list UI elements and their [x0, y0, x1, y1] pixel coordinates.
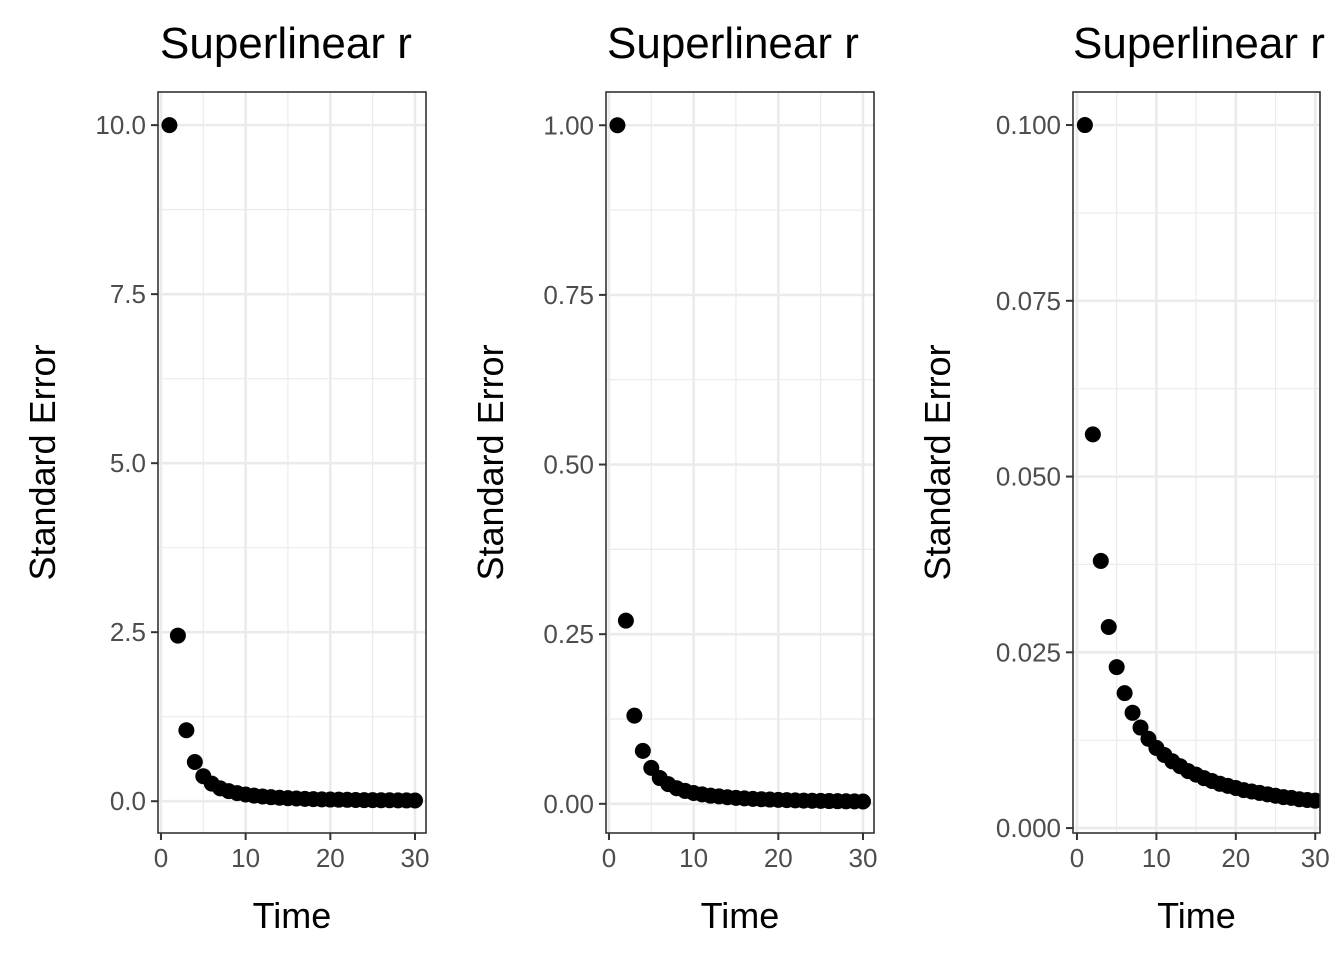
plot-background: [606, 92, 874, 833]
data-point: [1100, 619, 1117, 636]
y-axis-label: Standard Error: [470, 344, 511, 580]
x-tick-label: 20: [316, 843, 345, 873]
data-point: [169, 627, 186, 644]
data-point: [1084, 426, 1101, 443]
x-tick-label: 30: [1301, 843, 1330, 873]
gridlines: [606, 92, 874, 833]
y-tick-label: 0.50: [543, 450, 594, 480]
points: [161, 117, 423, 809]
y-tick-label: 0.25: [543, 619, 594, 649]
panel-title: Superlinear r: [1073, 19, 1325, 68]
data-point: [161, 117, 178, 134]
x-tick-label: 0: [1070, 843, 1084, 873]
y-tick-label: 0.075: [996, 286, 1061, 316]
y-tick-label: 0.0: [110, 786, 146, 816]
points: [609, 117, 871, 810]
data-point: [178, 722, 195, 739]
x-tick-label: 30: [401, 843, 430, 873]
x-tick-label: 20: [764, 843, 793, 873]
data-point: [1092, 552, 1109, 569]
panel-border: [605, 91, 875, 834]
points: [1076, 117, 1320, 809]
x-tick-label: 10: [679, 843, 708, 873]
gridlines: [158, 92, 426, 833]
data-point: [1076, 117, 1093, 134]
y-tick-label: 1.00: [543, 110, 594, 140]
y-tick-label: 10.0: [95, 110, 146, 140]
x-axis-label: Time: [253, 895, 332, 936]
y-tick-label: 0.025: [996, 637, 1061, 667]
y-tick-label: 0.000: [996, 813, 1061, 843]
x-tick-label: 10: [231, 843, 260, 873]
panel-2: 0 10 20 30 0.00 0.25 0.50 0.75 1.00 Superlinear r…: [470, 19, 878, 936]
data-point: [186, 754, 203, 771]
data-point: [1116, 685, 1133, 702]
data-point: [1307, 792, 1320, 809]
y-axis-label: Standard Error: [917, 344, 958, 580]
x-axis-label: Time: [1157, 895, 1236, 936]
y-tick-label: 0.050: [996, 462, 1061, 492]
data-point: [617, 612, 634, 629]
y-tick-label: 0.75: [543, 280, 594, 310]
y-tick-label: 2.5: [110, 617, 146, 647]
data-point: [609, 117, 626, 134]
x-tick-label: 0: [154, 843, 168, 873]
panel-1: 0 10 20 30 0.0 2.5 5.0 7.5 10.0 Superlinear r Time…: [22, 19, 430, 936]
data-point: [1108, 659, 1125, 676]
data-point: [634, 742, 651, 759]
panel-title: Superlinear r: [160, 19, 412, 68]
y-tick-label: 0.00: [543, 789, 594, 819]
x-tick-label: 10: [1142, 843, 1171, 873]
gridlines: [1073, 92, 1320, 833]
x-tick-label: 0: [602, 843, 616, 873]
y-tick-label: 5.0: [110, 448, 146, 478]
y-tick-label: 7.5: [110, 279, 146, 309]
data-point: [854, 793, 871, 810]
x-tick-label: 30: [849, 843, 878, 873]
panel-border: [1072, 91, 1321, 834]
y-tick-label: 0.100: [996, 110, 1061, 140]
x-axis-label: Time: [701, 895, 780, 936]
panel-title: Superlinear r: [607, 19, 859, 68]
data-point: [1132, 719, 1149, 736]
x-tick-label: 20: [1221, 843, 1250, 873]
data-point: [1124, 704, 1141, 721]
panel-3: 0 10 20 30 0.000 0.025 0.050 0.075 0.100 Superlin…: [917, 19, 1330, 936]
data-point: [406, 792, 423, 809]
y-axis-label: Standard Error: [22, 344, 63, 580]
data-point: [626, 707, 643, 724]
